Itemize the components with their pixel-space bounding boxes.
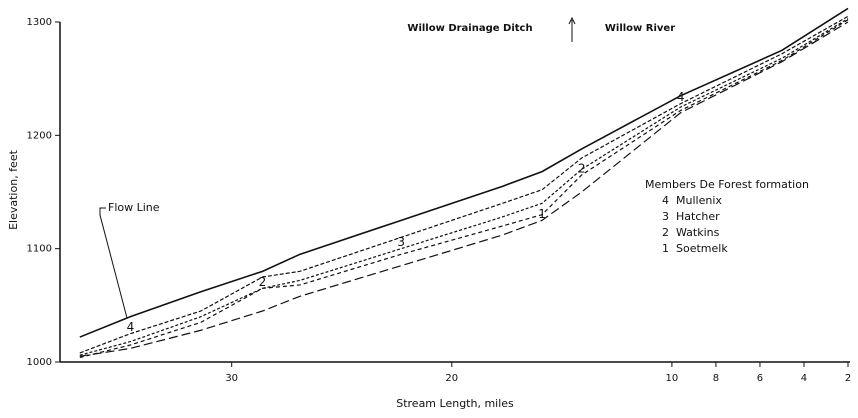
leader-line: [99, 207, 128, 319]
series-line: [79, 19, 849, 359]
series-line: [79, 7, 849, 338]
legend-label: Mullenix: [676, 194, 722, 207]
series-line: [79, 15, 849, 354]
x-tick-label: 10: [666, 373, 679, 384]
x-tick-label: 20: [445, 373, 458, 384]
y-tick-label: 1200: [27, 130, 52, 141]
legend-label: Soetmelk: [676, 242, 728, 255]
legend-title: Members De Forest formation: [645, 178, 809, 191]
y-tick-label: 1100: [27, 244, 52, 255]
y-tick-label: 1300: [27, 17, 52, 28]
legend-number: 3: [662, 210, 669, 223]
line-label: 1: [538, 207, 546, 221]
x-tick-label: 6: [757, 373, 763, 384]
y-tick-label: 1000: [27, 357, 52, 368]
line-label: 2: [259, 275, 267, 289]
legend-number: 1: [662, 242, 669, 255]
y-axis-label: Elevation, feet: [7, 149, 20, 229]
legend-label: Watkins: [676, 226, 720, 239]
legend-number: 2: [662, 226, 669, 239]
legend-number: 4: [662, 194, 669, 207]
reach-arrow: [568, 16, 576, 25]
series-line: [79, 18, 849, 356]
line-label: 4: [127, 320, 135, 334]
x-tick-label: 2: [845, 373, 851, 384]
line-label: 2: [578, 162, 586, 176]
x-axis-label: Stream Length, miles: [396, 397, 514, 410]
reach-label: Willow Drainage Ditch: [407, 23, 532, 34]
line-label: 4: [677, 90, 685, 104]
line-label: 3: [397, 235, 405, 249]
series-line: [79, 21, 849, 357]
x-tick-label: 8: [713, 373, 719, 384]
legend-label: Hatcher: [676, 210, 720, 223]
reach-label: Willow River: [605, 23, 675, 34]
flow-line-label: Flow Line: [108, 201, 160, 214]
x-tick-label: 4: [801, 373, 807, 384]
x-tick-label: 30: [225, 373, 238, 384]
